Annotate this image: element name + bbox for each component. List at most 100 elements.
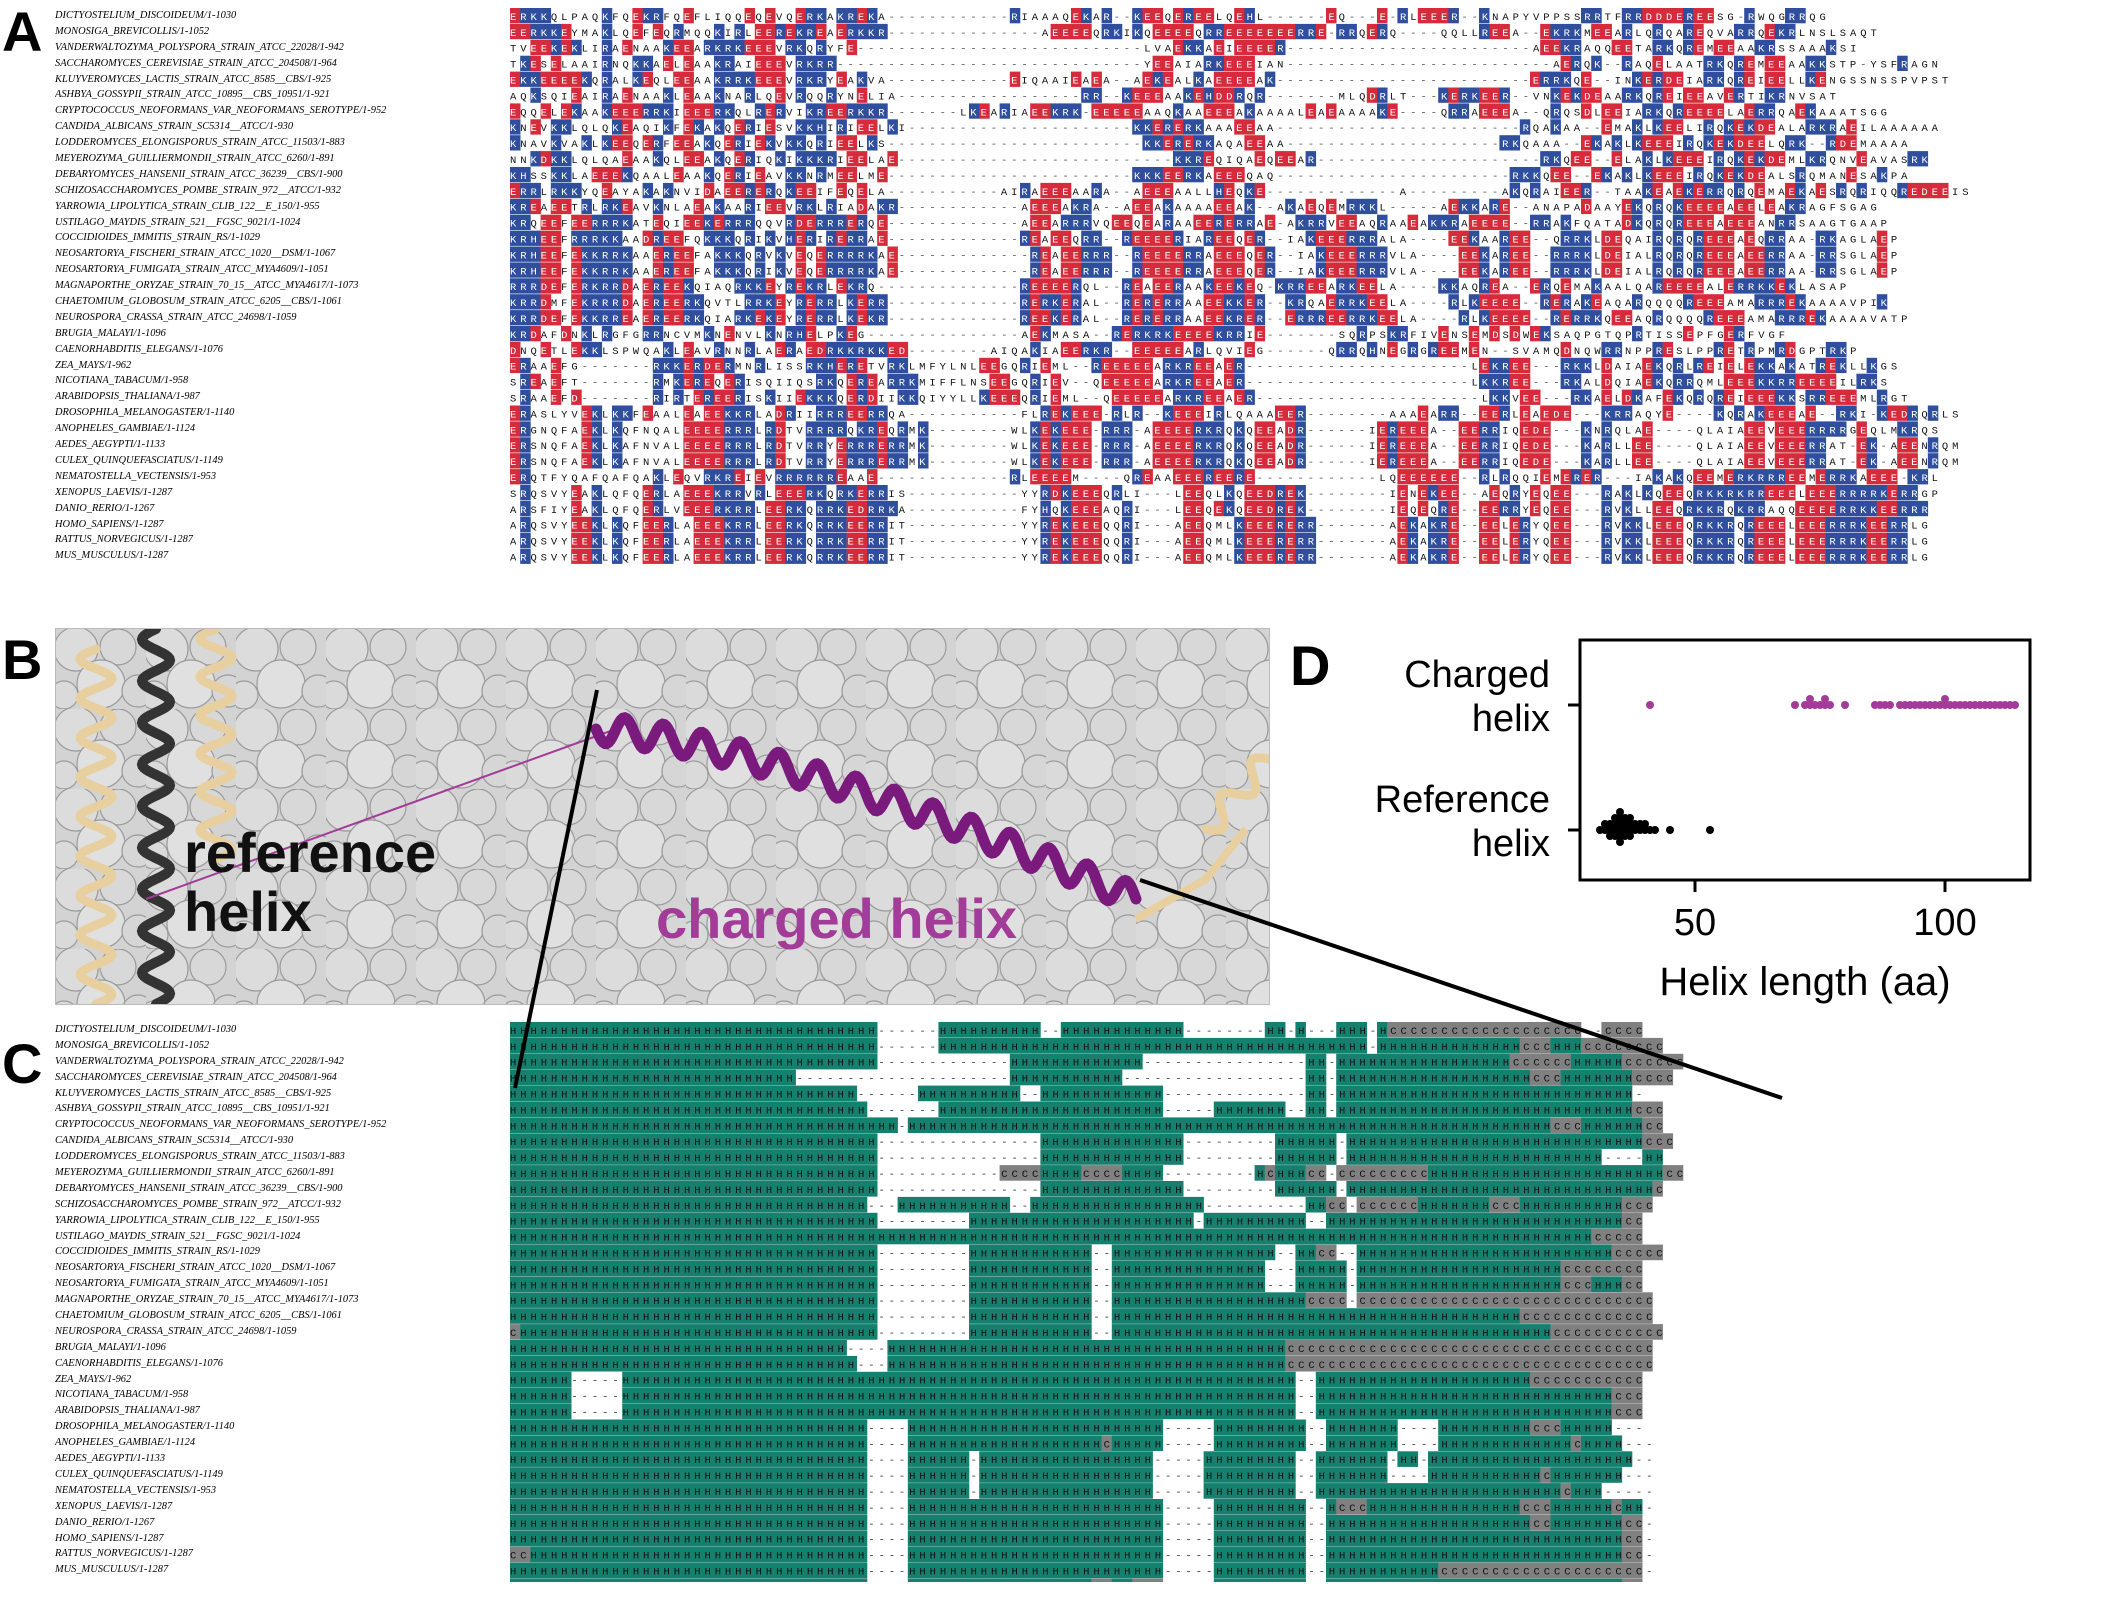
residue-cell (1795, 167, 1806, 183)
residue-cell (1856, 421, 1867, 437)
residue-cell (1173, 8, 1184, 24)
residue-cell (1111, 405, 1123, 421)
residue-cell (867, 437, 878, 453)
residue-cell (683, 437, 694, 453)
residue-cell (1346, 262, 1357, 278)
residue-cell (520, 516, 531, 533)
residue-cell (795, 294, 807, 310)
residue-cell (1713, 516, 1725, 533)
residue-cell (1632, 87, 1643, 103)
residue-cell (1448, 198, 1459, 215)
residue-cell (1173, 167, 1184, 183)
residue-cell (1183, 326, 1194, 342)
residue-cell (1836, 341, 1847, 358)
residue-cell (1499, 389, 1510, 405)
residue-cell (510, 23, 521, 40)
residue-cell (836, 421, 847, 437)
residue-cell (1142, 214, 1153, 230)
residue-cell (1101, 262, 1113, 278)
residue-cell (703, 103, 715, 119)
residue-cell (1652, 357, 1663, 374)
residue-cell (1234, 119, 1245, 135)
residue-cell (550, 230, 562, 246)
residue-cell (693, 310, 705, 326)
residue-cell (1744, 167, 1755, 183)
residue-cell (856, 389, 868, 405)
residue-cell (1122, 103, 1133, 119)
residue-cell (1581, 469, 1592, 485)
residue-cell (1030, 230, 1041, 246)
residue-cell (1346, 198, 1357, 215)
residue-cell (1754, 469, 1765, 485)
residue-cell (734, 453, 745, 469)
residue-cell (775, 294, 786, 310)
residue-cell (591, 485, 603, 501)
residue-cell (867, 23, 878, 40)
residue-cell (1703, 71, 1714, 87)
residue-cell (683, 500, 694, 517)
residue-cell (1101, 373, 1113, 389)
residue-cell (1285, 151, 1296, 167)
residue-cell (816, 357, 827, 374)
residue-cell (1693, 278, 1704, 294)
residue-cell (1448, 294, 1459, 310)
residue-cell (1754, 119, 1765, 135)
residue-cell (1448, 485, 1459, 501)
residue-cell (1825, 469, 1837, 485)
residue-cell (734, 262, 745, 278)
residue-cell (622, 294, 633, 310)
residue-cell (540, 103, 552, 119)
residue-cell (1479, 532, 1490, 548)
residue-cell (601, 23, 613, 40)
residue-cell (1030, 294, 1041, 310)
helix-segment (1356, 1276, 1561, 1292)
residue-cell (1479, 405, 1490, 421)
residue-cell (1652, 532, 1663, 548)
residue-cell (1193, 357, 1204, 374)
residue-cell (1856, 485, 1867, 501)
residue-cell (775, 23, 786, 40)
residue-cell (591, 167, 603, 183)
residue-cell (561, 198, 572, 215)
residue-cell (744, 294, 756, 310)
residue-cell (1509, 373, 1521, 389)
residue-cell (1581, 453, 1592, 469)
residue-cell (734, 373, 745, 389)
residue-cell (1152, 389, 1164, 405)
residue-cell (1071, 198, 1082, 215)
residue-cell (1224, 103, 1235, 119)
helix-segment (622, 1387, 1296, 1404)
residue-cell (1203, 55, 1215, 71)
residue-cell (1856, 500, 1867, 517)
residue-cell (867, 310, 878, 326)
residue-cell (1111, 389, 1123, 405)
residue-cell (1693, 87, 1704, 103)
residue-cell (724, 437, 735, 453)
residue-cell (1040, 310, 1051, 326)
residue-cell (1734, 198, 1745, 215)
residue-cell (1652, 135, 1663, 151)
residue-cell (1183, 516, 1194, 533)
residue-cell (765, 198, 776, 215)
residue-cell (1785, 198, 1796, 215)
residue-cell (1458, 421, 1470, 437)
residue-cell (683, 214, 694, 230)
residue-cell (581, 516, 592, 533)
residue-cell (1438, 278, 1449, 294)
residue-cell (1560, 485, 1572, 501)
residue-cell (1040, 421, 1051, 437)
residue-cell (663, 87, 674, 103)
residue-cell (561, 182, 572, 199)
residue-cell (693, 357, 705, 374)
residue-cell (816, 39, 827, 56)
residue-cell (1693, 198, 1704, 215)
residue-cell (1234, 532, 1245, 548)
residue-cell (775, 548, 786, 564)
species-name: DANIO_RERIO/1-1267 (55, 502, 155, 514)
residue-cell (1601, 453, 1612, 469)
residue-cell (612, 262, 623, 278)
residue-cell (1519, 548, 1531, 564)
residue-cell (1060, 310, 1072, 326)
residue-cell (1091, 71, 1102, 87)
